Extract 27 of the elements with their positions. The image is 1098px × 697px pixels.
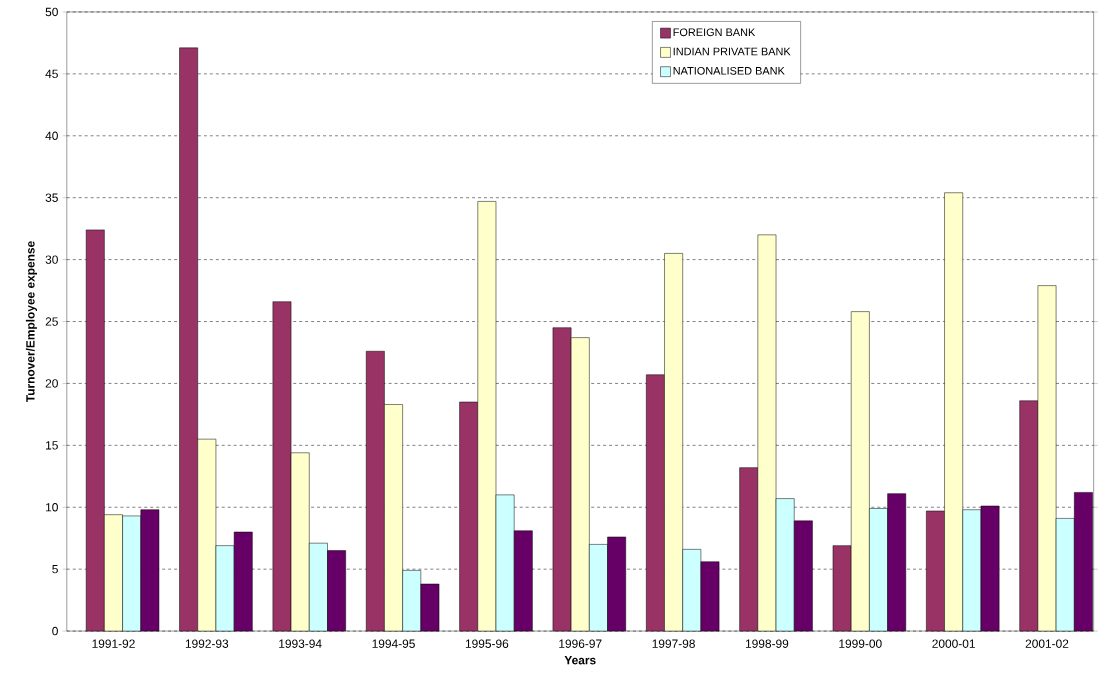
- y-tick-label: 45: [45, 69, 58, 79]
- y-tick-label: 15: [46, 441, 58, 450]
- y-tick-label: 25: [45, 317, 58, 326]
- y-tick-label: 10: [46, 503, 58, 512]
- y-tick-label: 40: [45, 131, 58, 141]
- y-tick-label: 35: [45, 193, 58, 202]
- x-tick-label: 1991-92: [92, 639, 135, 648]
- x-tick-label: 1998-99: [745, 639, 789, 648]
- legend-label: FOREIGN BANK: [673, 28, 756, 37]
- y-tick-label: 20: [45, 379, 58, 388]
- x-tick-label: 1993-94: [279, 639, 322, 648]
- x-tick-label: 1997-98: [652, 639, 695, 648]
- x-tick-label: 1992-93: [185, 639, 229, 648]
- y-tick-label: 50: [45, 7, 58, 17]
- x-tick-label: 2001-02: [1025, 639, 1069, 648]
- y-tick-label: 30: [45, 255, 58, 264]
- x-tick-label: 1995-96: [465, 639, 509, 648]
- x-tick-label: 2000-01: [932, 639, 975, 648]
- x-tick-label: 1994-95: [372, 639, 415, 648]
- legend-label: NATIONALISED BANK: [673, 67, 785, 75]
- legend-label: INDIAN PRIVATE BANK: [673, 47, 791, 56]
- y-tick-label: 0: [52, 626, 58, 636]
- x-axis-title: Years: [564, 656, 596, 665]
- y-tick-label: 5: [52, 565, 58, 574]
- x-tick-label: 1999-00: [839, 639, 882, 648]
- x-tick-label: 1996-97: [559, 639, 602, 648]
- y-axis-title: Turnover/Employee expense: [25, 241, 37, 403]
